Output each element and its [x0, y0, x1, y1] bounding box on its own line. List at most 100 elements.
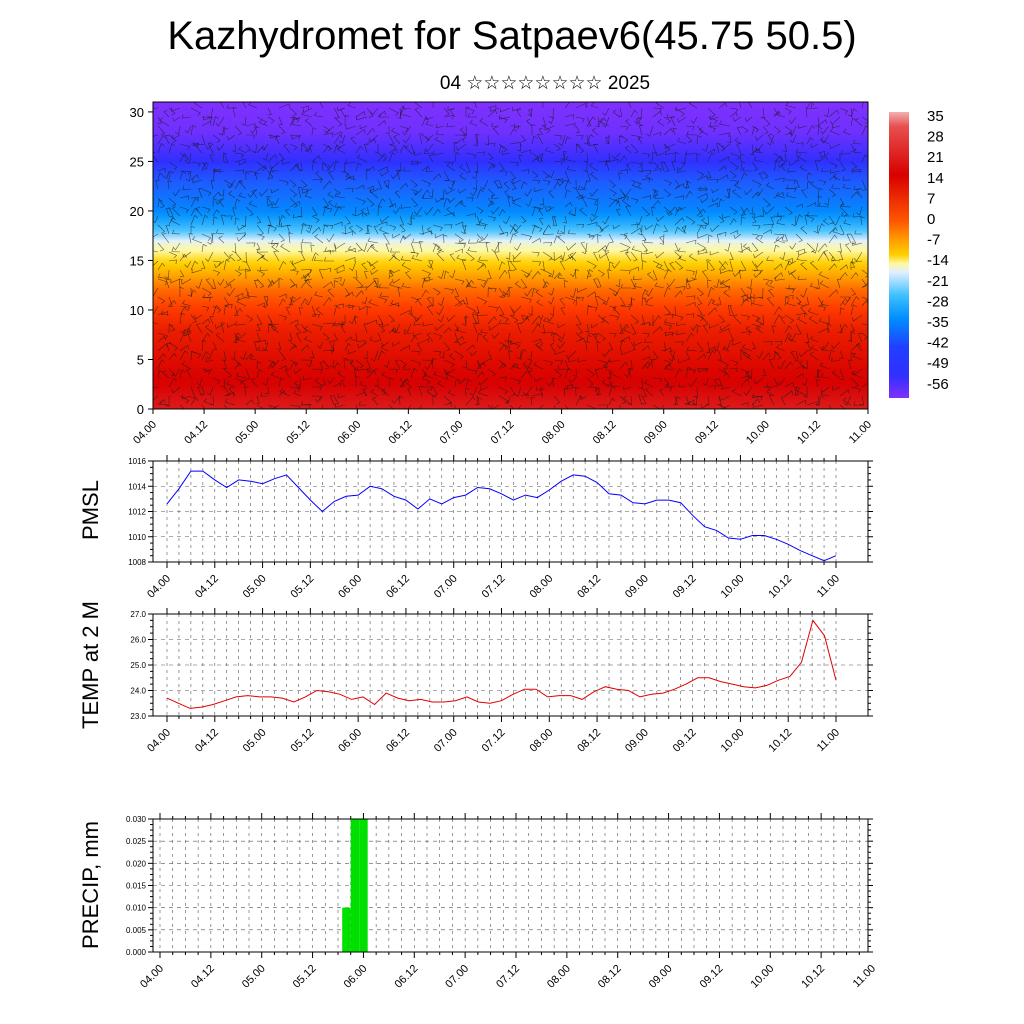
wind-barb	[542, 179, 551, 186]
wind-barb	[663, 359, 672, 367]
wind-barb	[520, 317, 530, 325]
wind-barb	[595, 387, 601, 397]
wind-barb	[476, 362, 486, 370]
wind-barb	[564, 367, 572, 379]
wind-barb	[815, 278, 820, 290]
wind-barb	[373, 225, 379, 235]
wind-barb	[713, 378, 720, 388]
wind-barb	[696, 225, 705, 235]
wind-barb	[322, 206, 329, 217]
wind-barb	[377, 350, 385, 361]
wind-barb	[651, 207, 656, 217]
wind-barb	[722, 143, 731, 150]
wind-barb	[842, 183, 852, 190]
wind-barb	[624, 368, 632, 378]
wind-barb	[740, 298, 749, 307]
wind-barb	[697, 250, 709, 255]
wind-barb	[478, 377, 489, 386]
wind-barb	[477, 359, 489, 366]
wind-barb	[617, 107, 623, 117]
wind-barb	[652, 223, 660, 235]
wind-barb	[223, 251, 231, 261]
wind-barb	[153, 233, 159, 238]
wind-barb	[350, 136, 357, 145]
wind-barb	[652, 110, 662, 118]
wind-barb	[749, 143, 754, 156]
chart-subtitle: 04 ☆☆☆☆☆☆☆☆ 2025	[439, 73, 651, 94]
wind-barb	[311, 395, 322, 401]
wind-barb	[501, 150, 511, 155]
wind-barb	[458, 341, 467, 346]
wind-barb	[552, 216, 557, 226]
wind-barb	[366, 370, 377, 379]
wind-barb	[685, 239, 697, 245]
wind-barb	[634, 116, 643, 125]
wind-barb	[234, 198, 241, 208]
wind-barb	[336, 268, 346, 274]
wind-barb	[228, 190, 236, 199]
wind-barb	[557, 179, 566, 187]
wind-barb	[327, 191, 335, 199]
wind-barb	[729, 152, 741, 161]
wind-barb	[569, 287, 577, 299]
wind-barb	[339, 108, 346, 118]
wind-barb	[293, 368, 302, 374]
wind-barb	[791, 215, 797, 227]
wind-barb	[465, 396, 476, 406]
wind-barb	[411, 160, 423, 166]
wind-barb	[474, 161, 479, 173]
wind-barb	[270, 324, 280, 334]
wind-barb	[407, 387, 412, 397]
wind-barb	[171, 206, 181, 217]
wind-barb	[622, 395, 632, 406]
wind-barb	[234, 158, 246, 164]
wind-barb	[773, 110, 781, 118]
wind-barb	[800, 305, 808, 316]
wind-barb	[340, 324, 346, 334]
wind-barb	[432, 357, 437, 370]
wind-barb	[734, 137, 742, 145]
wind-barb	[313, 256, 324, 262]
wind-barb	[354, 316, 359, 325]
wind-barb	[676, 206, 687, 212]
x-tick-label: 04.00	[145, 727, 173, 755]
wind-barb	[623, 385, 632, 390]
wind-barb	[801, 189, 808, 199]
wind-barb	[535, 342, 544, 352]
wind-barb	[487, 188, 496, 198]
wind-barb	[766, 134, 775, 146]
wind-barb	[718, 102, 727, 109]
x-tick-label: 10.12	[766, 573, 794, 601]
wind-barb	[795, 203, 803, 209]
wind-barb	[602, 350, 610, 358]
wind-barb	[311, 386, 322, 391]
wind-barb	[234, 169, 245, 174]
wind-barb	[822, 218, 830, 226]
wind-barb	[498, 116, 508, 124]
wind-barb	[454, 138, 465, 145]
wind-barb	[527, 370, 533, 379]
wind-barb	[459, 173, 467, 181]
wind-barb	[201, 305, 210, 312]
wind-barb	[577, 287, 588, 293]
wind-barb	[261, 254, 269, 262]
wind-barb	[304, 118, 313, 127]
wind-barb	[595, 295, 600, 307]
wind-barb	[817, 119, 828, 127]
wind-barb	[641, 233, 647, 242]
wind-barb	[531, 135, 538, 145]
wind-barb	[421, 278, 428, 289]
wind-barb	[788, 161, 797, 166]
wind-barb	[696, 325, 702, 334]
wind-barb	[190, 397, 199, 406]
wind-barb	[828, 289, 839, 298]
wind-barb	[773, 306, 782, 316]
wind-barb	[388, 404, 394, 409]
wind-barb	[619, 269, 631, 275]
wind-barb	[487, 152, 494, 160]
wind-barb	[508, 286, 513, 298]
wind-barb	[663, 347, 672, 352]
wind-barb	[414, 107, 423, 118]
wind-barb	[487, 269, 492, 280]
wind-barb	[775, 191, 786, 199]
